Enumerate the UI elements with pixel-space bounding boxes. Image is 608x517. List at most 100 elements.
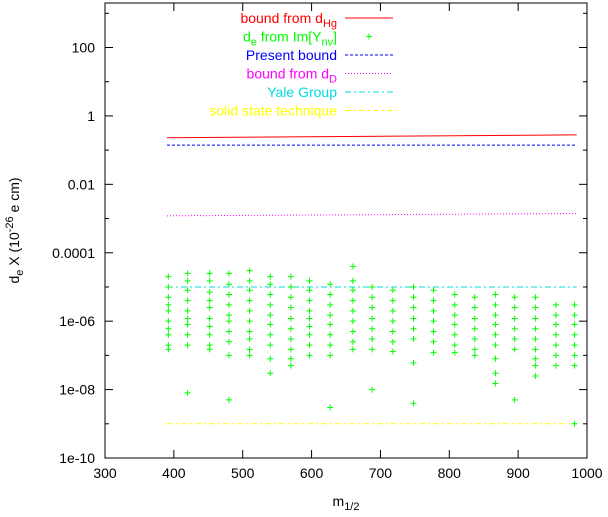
data-point [492,342,499,349]
data-point [184,331,191,338]
data-point [410,359,417,366]
legend-label: de from Im[Ynν] [243,29,337,49]
data-point [389,348,396,355]
data-point [492,301,499,308]
data-point [410,304,417,311]
data-point [532,346,539,353]
data-point [451,312,458,319]
plot-frame [104,2,588,459]
legend-label: Present bound [246,47,337,63]
data-point [553,352,560,359]
x-axis-label-sub: 1/2 [344,501,359,513]
data-point [287,294,294,301]
data-point [349,263,356,270]
data-point [184,342,191,349]
data-point [571,321,578,328]
legend-text-after: from Im[Y [257,29,322,45]
data-point [246,346,253,353]
data-point [571,342,578,349]
data-point [165,346,172,353]
data-point [287,346,294,353]
data-point [532,294,539,301]
data-point [410,336,417,343]
data-point [327,301,334,308]
data-point [267,281,274,288]
x-tick-label: 1000 [571,465,602,481]
data-point [511,346,518,353]
data-point [532,355,539,362]
data-point [389,297,396,304]
x-tick-label: 800 [438,465,462,481]
data-point [246,318,253,325]
data-point [267,355,274,362]
data-point [471,304,478,311]
y-axis-label-end: e cm) [6,177,22,216]
data-point [225,352,232,359]
x-tick-label: 600 [300,465,324,481]
data-point [184,277,191,284]
data-point [267,342,274,349]
y-axis-label-mid: X (10 [6,232,22,270]
data-point [532,304,539,311]
data-point [571,362,578,369]
data-point [267,331,274,338]
legend-text: Yale Group [267,84,337,100]
data-point [225,328,232,335]
data-point [349,318,356,325]
y-axis-label: de X (10-26 e cm) [4,177,26,283]
y-tick-label: 1 [87,108,95,124]
data-point [410,325,417,332]
data-point [267,273,274,280]
data-point [532,336,539,343]
data-point [306,307,313,314]
data-point [287,362,294,369]
axes: 300 400 500 600 700 800 900 1000 1e-10 1e-08 1e-06… [52,2,603,481]
data-point [349,346,356,353]
data-point [306,352,313,359]
data-point [306,342,313,349]
data-point [471,336,478,343]
data-point [471,346,478,353]
data-point [287,336,294,343]
data-point [389,338,396,345]
data-point [306,287,313,294]
data-point [206,304,213,311]
data-point [553,342,560,349]
data-point [206,315,213,322]
data-point [267,321,274,328]
data-point [492,355,499,362]
data-point [349,338,356,345]
data-point [553,331,560,338]
data-point [306,297,313,304]
x-tick-label: 500 [231,465,255,481]
x-tick-label: 900 [506,465,530,481]
data-point [571,352,578,359]
data-point [225,270,232,277]
data-point [246,267,253,274]
data-point [511,315,518,322]
data-point [225,396,232,403]
x-tick-label: 300 [93,465,117,481]
data-point [451,342,458,349]
data-point [206,331,213,338]
y-tick-label: 100 [72,40,96,56]
legend-text: bound from d [240,10,323,26]
data-point [430,349,437,356]
data-point [410,283,417,290]
data-point [430,287,437,294]
x-tick-label: 700 [369,465,393,481]
y-axis-label-sup: -26 [4,216,16,232]
data-point [246,277,253,284]
data-point [451,349,458,356]
data-point [571,312,578,319]
data-point [184,287,191,294]
data-point [410,315,417,322]
data-point [451,301,458,308]
data-point [206,289,213,296]
data-point [349,328,356,335]
data-point [206,270,213,277]
data-point [471,325,478,332]
data-point [327,321,334,328]
data-point [532,372,539,379]
data-point [287,304,294,311]
